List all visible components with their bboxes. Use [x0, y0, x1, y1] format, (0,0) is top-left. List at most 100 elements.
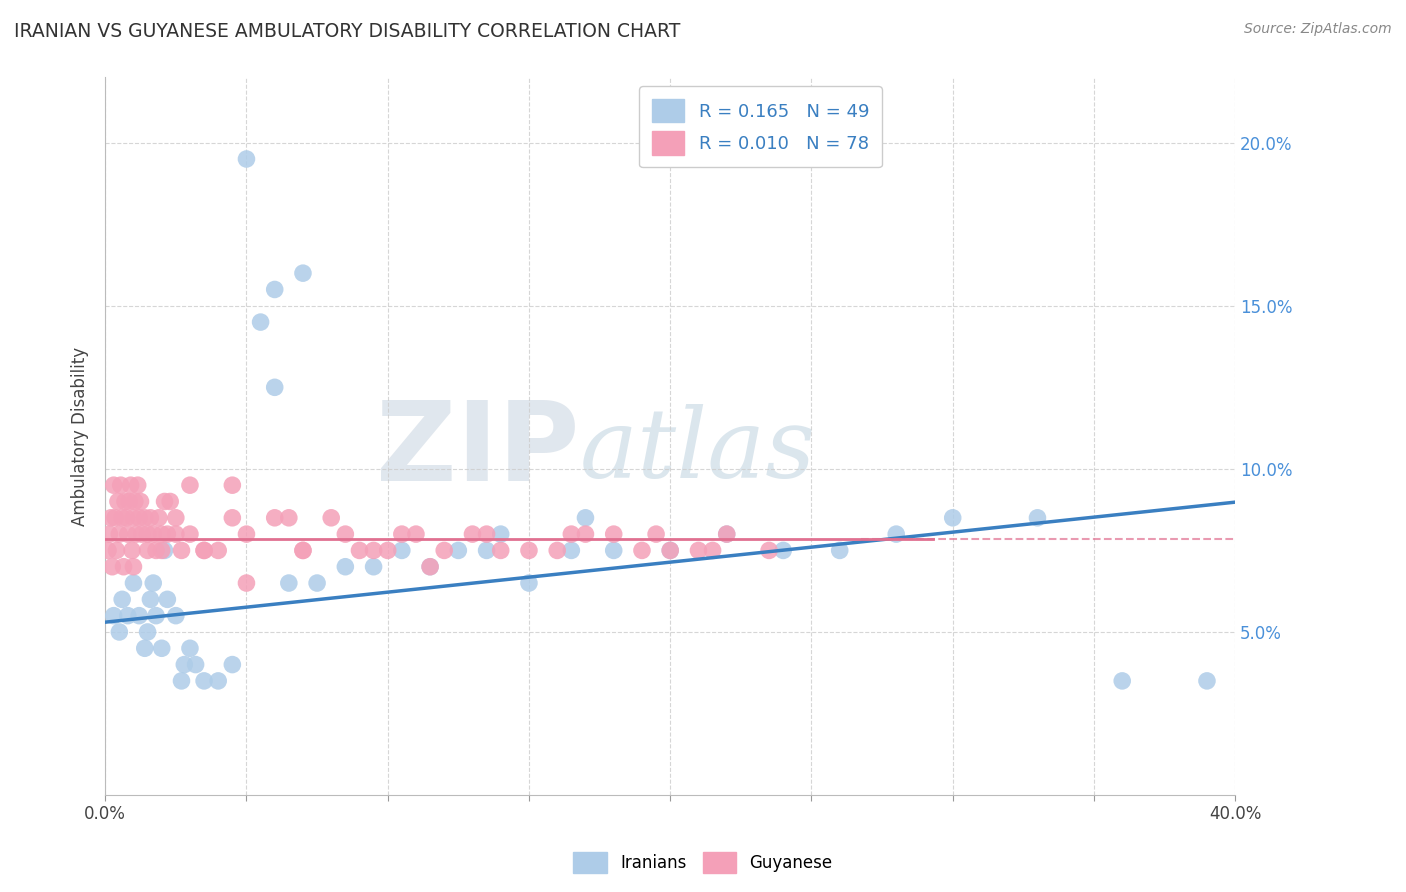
- Point: [136, 527, 159, 541]
- Point: [97, 543, 120, 558]
- Point: [1195, 673, 1218, 688]
- Point: [122, 510, 145, 524]
- Point: [142, 527, 165, 541]
- Point: [235, 527, 257, 541]
- Point: [249, 315, 271, 329]
- Point: [148, 510, 170, 524]
- Point: [659, 543, 682, 558]
- Text: Source: ZipAtlas.com: Source: ZipAtlas.com: [1244, 22, 1392, 37]
- Text: atlas: atlas: [579, 403, 815, 498]
- Point: [235, 152, 257, 166]
- Point: [631, 543, 654, 558]
- Point: [120, 478, 142, 492]
- Point: [179, 527, 201, 541]
- Point: [475, 527, 498, 541]
- Point: [122, 559, 145, 574]
- Point: [433, 543, 456, 558]
- Point: [110, 478, 132, 492]
- Point: [263, 283, 285, 297]
- Point: [263, 510, 285, 524]
- Point: [560, 543, 582, 558]
- Point: [142, 576, 165, 591]
- Point: [101, 559, 124, 574]
- Point: [207, 673, 229, 688]
- Point: [184, 657, 207, 672]
- Point: [145, 608, 167, 623]
- Point: [127, 478, 149, 492]
- Point: [179, 478, 201, 492]
- Point: [702, 543, 724, 558]
- Point: [517, 543, 540, 558]
- Point: [134, 641, 156, 656]
- Point: [828, 543, 851, 558]
- Point: [170, 543, 193, 558]
- Point: [461, 527, 484, 541]
- Point: [103, 608, 125, 623]
- Point: [419, 559, 441, 574]
- Point: [207, 543, 229, 558]
- Point: [716, 527, 738, 541]
- Point: [405, 527, 427, 541]
- Point: [112, 559, 135, 574]
- Point: [574, 527, 596, 541]
- Y-axis label: Ambulatory Disability: Ambulatory Disability: [72, 347, 89, 525]
- Point: [128, 510, 150, 524]
- Point: [489, 527, 512, 541]
- Point: [150, 543, 173, 558]
- Point: [153, 543, 176, 558]
- Point: [942, 510, 965, 524]
- Text: ZIP: ZIP: [377, 397, 579, 504]
- Point: [134, 510, 156, 524]
- Legend: R = 0.165   N = 49, R = 0.010   N = 78: R = 0.165 N = 49, R = 0.010 N = 78: [640, 87, 882, 167]
- Point: [659, 543, 682, 558]
- Point: [391, 543, 413, 558]
- Point: [124, 494, 146, 508]
- Point: [758, 543, 780, 558]
- Point: [546, 543, 568, 558]
- Point: [221, 478, 243, 492]
- Point: [117, 608, 139, 623]
- Point: [122, 576, 145, 591]
- Point: [170, 673, 193, 688]
- Point: [193, 673, 215, 688]
- Point: [125, 527, 148, 541]
- Point: [193, 543, 215, 558]
- Point: [128, 608, 150, 623]
- Point: [107, 494, 129, 508]
- Point: [150, 641, 173, 656]
- Point: [165, 608, 187, 623]
- Point: [150, 527, 173, 541]
- Point: [165, 510, 187, 524]
- Point: [1111, 673, 1133, 688]
- Point: [363, 543, 385, 558]
- Point: [121, 543, 143, 558]
- Point: [118, 494, 141, 508]
- Point: [139, 510, 162, 524]
- Point: [108, 527, 131, 541]
- Point: [179, 641, 201, 656]
- Point: [263, 380, 285, 394]
- Point: [391, 527, 413, 541]
- Point: [156, 592, 179, 607]
- Point: [602, 527, 624, 541]
- Point: [321, 510, 343, 524]
- Point: [772, 543, 794, 558]
- Point: [602, 543, 624, 558]
- Point: [159, 494, 181, 508]
- Point: [277, 576, 299, 591]
- Point: [335, 527, 357, 541]
- Point: [884, 527, 907, 541]
- Point: [235, 576, 257, 591]
- Point: [419, 559, 441, 574]
- Point: [115, 510, 138, 524]
- Point: [105, 543, 128, 558]
- Point: [117, 527, 139, 541]
- Point: [103, 478, 125, 492]
- Point: [145, 543, 167, 558]
- Point: [447, 543, 470, 558]
- Point: [136, 624, 159, 639]
- Point: [377, 543, 399, 558]
- Point: [156, 527, 179, 541]
- Point: [100, 510, 122, 524]
- Point: [193, 543, 215, 558]
